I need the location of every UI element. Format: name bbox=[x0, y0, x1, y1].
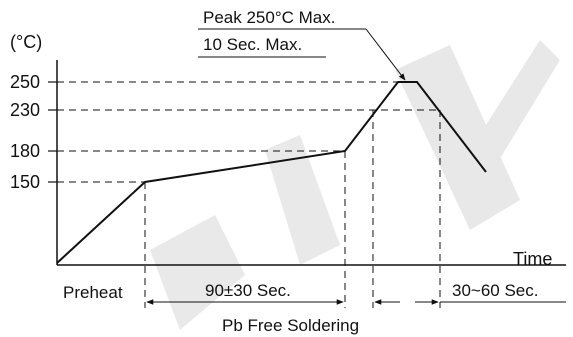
y-tick-250: 250 bbox=[10, 72, 40, 92]
temperature-profile-line bbox=[56, 81, 487, 264]
peak-annotation-line1: Peak 250°C Max. bbox=[203, 8, 335, 27]
y-tick-marks bbox=[48, 81, 57, 183]
y-axis-unit: (°C) bbox=[10, 32, 42, 52]
y-tick-230: 230 bbox=[10, 100, 40, 120]
peak-annotation-line2: 10 Sec. Max. bbox=[203, 35, 302, 54]
preheat-duration-label: 90±30 Sec. bbox=[205, 281, 291, 300]
vertical-guides bbox=[144, 110, 441, 308]
y-tick-150: 150 bbox=[10, 172, 40, 192]
horizontal-guides bbox=[57, 81, 440, 183]
process-label: Pb Free Soldering bbox=[222, 316, 359, 335]
y-tick-180: 180 bbox=[10, 141, 40, 161]
x-axis-label: Time bbox=[513, 249, 552, 269]
peak-annotation-leader bbox=[365, 28, 406, 81]
reflow-duration-label: 30~60 Sec. bbox=[452, 281, 539, 300]
preheat-label: Preheat bbox=[63, 283, 123, 302]
